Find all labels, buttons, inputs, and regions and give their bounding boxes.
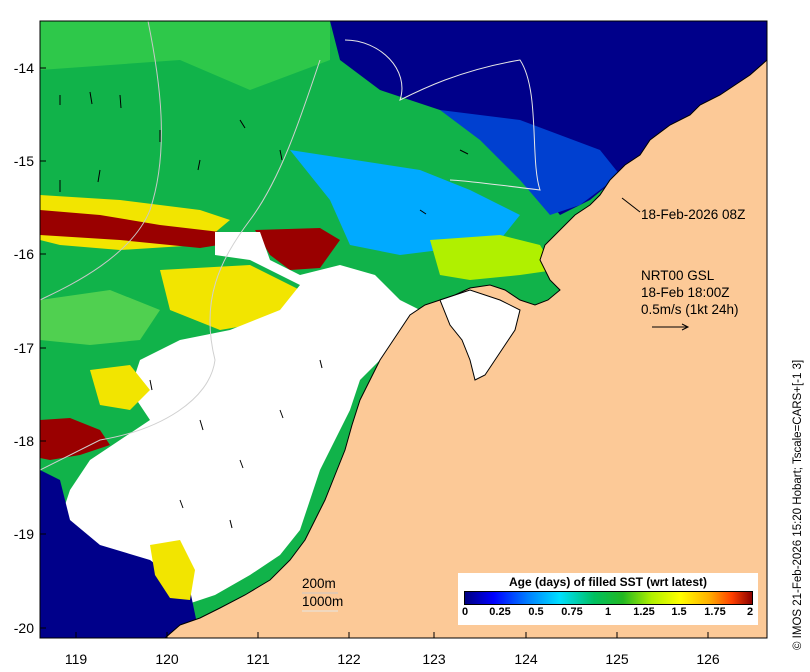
legend-tick: 1.5 <box>671 606 687 618</box>
sst-yellow-patch-2 <box>160 265 300 330</box>
sst-time-label: 18-Feb-2026 08Z <box>641 207 746 222</box>
sst-red-patch-2 <box>255 228 340 270</box>
legend-tick: 1.75 <box>704 606 726 618</box>
credit-text: © IMOS 21-Feb-2026 15:20 Hobart; Tscale=… <box>792 359 804 650</box>
sst-yellow-southwest <box>150 540 195 600</box>
legend-colorbar <box>464 591 753 605</box>
plot-frame <box>39 20 768 639</box>
legend-tick: 0.5 <box>528 606 544 618</box>
legend-tick: 1.25 <box>633 606 655 618</box>
contour-1000-label: 1000m <box>302 594 344 609</box>
x-tick-label: 121 <box>246 651 270 667</box>
y-tick-label: -14 <box>13 60 34 76</box>
axis-ticks <box>40 67 709 638</box>
legend-title: Age (days) of filled SST (wrt latest) <box>508 575 708 589</box>
current-scale-label: 0.5m/s (1kt 24h) <box>641 302 739 317</box>
sst-deep-blue-region <box>330 21 767 215</box>
sst-yellow-patch-3 <box>90 365 150 410</box>
y-tick-label: -15 <box>13 153 34 169</box>
legend-tick: 0.75 <box>561 606 583 618</box>
sst-red-patch-3 <box>40 418 110 460</box>
contour-200-label: 200m <box>302 576 336 591</box>
sst-deep-blue-southwest <box>40 470 200 638</box>
legend-tick: 0 <box>461 606 469 618</box>
bathymetry-200m <box>40 21 162 301</box>
sst-blue-region <box>440 110 620 215</box>
color-legend: Age (days) of filled SST (wrt latest) 0 … <box>458 573 758 625</box>
current-model-label: NRT00 GSL <box>641 268 715 283</box>
x-tick-label: 124 <box>514 651 538 667</box>
no-data-inlet <box>439 289 521 381</box>
legend-tick: 2 <box>746 606 754 618</box>
legend-tick: 1 <box>604 606 612 618</box>
sst-cyan-patch <box>290 150 520 255</box>
sst-green-band <box>40 21 330 90</box>
velocity-scale-arrow <box>652 323 690 331</box>
current-time-label: 18-Feb 18:00Z <box>641 285 730 300</box>
no-data-region <box>60 232 430 605</box>
y-tick-label: -20 <box>13 620 34 636</box>
current-vectors <box>59 91 469 529</box>
bathymetry-200m-b <box>40 59 321 471</box>
x-tick-label: 126 <box>696 651 720 667</box>
y-tick-label: -16 <box>13 246 34 262</box>
legend-tick: 0.25 <box>489 606 511 618</box>
x-tick-label: 123 <box>422 651 446 667</box>
sst-time-pointer <box>621 197 641 213</box>
sst-light-green-patch <box>40 290 160 345</box>
sst-yellow-green-patch <box>430 235 555 280</box>
y-tick-label: -19 <box>13 526 34 542</box>
x-tick-label: 125 <box>605 651 629 667</box>
bathymetry-1000m <box>344 39 541 191</box>
x-tick-label: 120 <box>155 651 179 667</box>
y-tick-label: -17 <box>13 340 34 356</box>
x-tick-label: 122 <box>337 651 361 667</box>
x-tick-label: 119 <box>64 651 88 667</box>
sst-red-band <box>40 210 250 248</box>
y-tick-label: -18 <box>13 433 34 449</box>
